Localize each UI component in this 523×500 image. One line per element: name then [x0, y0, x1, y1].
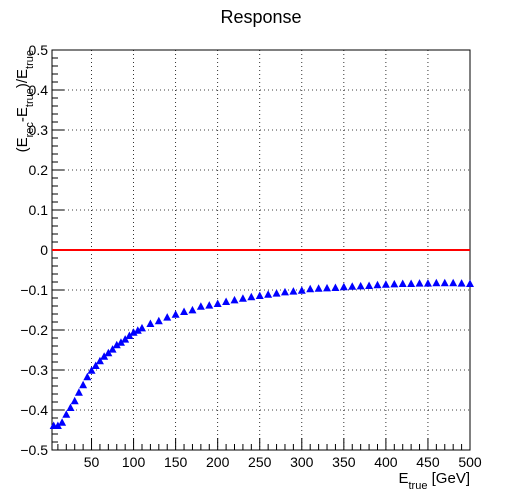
label-text: (E [14, 137, 31, 152]
label-subscript: true [24, 50, 36, 69]
data-point [104, 348, 113, 357]
data-point [356, 281, 365, 290]
data-point [137, 323, 146, 332]
data-point [222, 297, 231, 305]
data-point [373, 280, 382, 289]
data-point [70, 396, 79, 405]
data-point [180, 307, 189, 315]
data-point [339, 282, 348, 291]
data-point [83, 372, 92, 381]
label-subscript: true [24, 88, 36, 107]
data-point [457, 279, 466, 287]
y-tick-label: 0 [40, 242, 48, 258]
data-point [87, 366, 96, 374]
data-point [125, 331, 134, 339]
label-text: -E [14, 107, 31, 122]
data-point [116, 338, 125, 346]
data-point [432, 278, 441, 287]
y-tick-label: 0.2 [29, 162, 49, 178]
data-point [398, 279, 407, 287]
label-text: )/E [14, 69, 31, 88]
data-point [247, 292, 256, 301]
data-point [390, 279, 399, 288]
data-point [58, 418, 67, 426]
data-point [297, 286, 306, 294]
y-tick-label: 0.4 [29, 82, 49, 98]
data-point [188, 305, 197, 314]
x-tick-label: 100 [122, 454, 146, 470]
label-subscript: rec [24, 122, 36, 138]
data-point [196, 302, 205, 310]
data-point [62, 410, 71, 418]
x-tick-labels: 50 100 150 200 250 300 350 400 450 500 [84, 454, 482, 470]
y-tick-label: 0.1 [29, 202, 49, 218]
data-point [272, 289, 281, 297]
y-tick-label: −0.2 [20, 322, 48, 338]
data-point [163, 313, 172, 321]
y-tick-label: −0.1 [20, 282, 48, 298]
data-point [230, 295, 239, 304]
data-point [331, 283, 340, 291]
data-point [66, 403, 75, 411]
data-point [171, 310, 180, 318]
y-tick-label: −0.3 [20, 362, 48, 378]
data-point [365, 281, 374, 289]
data-point [91, 361, 100, 369]
data-point [79, 380, 88, 389]
data-point [154, 316, 163, 325]
data-point [348, 282, 357, 290]
data-point [133, 326, 142, 334]
data-point [108, 345, 117, 353]
x-tick-label: 50 [84, 454, 100, 470]
data-point [255, 291, 264, 299]
x-tick-label: 150 [164, 454, 188, 470]
data-point [449, 278, 458, 287]
data-point [289, 287, 298, 295]
axis-ticks [52, 49, 471, 451]
data-point [238, 294, 247, 302]
x-tick-label: 500 [458, 454, 482, 470]
x-axis-label: Etrue [GeV] [398, 470, 470, 492]
x-tick-label: 350 [332, 454, 356, 470]
data-point [146, 319, 155, 327]
label-text: E [398, 470, 408, 487]
data-point [95, 356, 104, 365]
data-point [280, 287, 289, 296]
data-point [100, 352, 109, 360]
data-point [129, 328, 138, 336]
data-point [466, 279, 474, 287]
data-point [440, 278, 449, 287]
data-point [112, 340, 121, 349]
data-markers [49, 278, 474, 429]
data-point [213, 299, 222, 307]
y-tick-labels: −0.5 −0.4 −0.3 −0.2 −0.1 0 0.1 0.2 0.3 0.4 0.5 [20, 42, 48, 458]
x-tick-label: 200 [206, 454, 230, 470]
y-tick-label: 0.3 [29, 122, 49, 138]
data-point [74, 388, 83, 396]
chart-title: Response [220, 7, 301, 27]
data-point [205, 301, 214, 309]
data-point [381, 280, 390, 288]
data-point [264, 290, 273, 298]
x-tick-label: 250 [248, 454, 272, 470]
label-text: [GeV] [427, 470, 470, 487]
data-point [306, 284, 315, 293]
y-tick-label: 0.5 [29, 42, 49, 58]
y-tick-label: −0.4 [20, 402, 48, 418]
data-point [121, 335, 130, 343]
y-tick-label: −0.5 [20, 442, 48, 458]
x-tick-label: 300 [290, 454, 314, 470]
data-point [314, 284, 323, 292]
data-point [53, 421, 62, 429]
data-point [415, 279, 424, 287]
x-tick-label: 450 [416, 454, 440, 470]
x-tick-label: 400 [374, 454, 398, 470]
label-subscript: true [409, 480, 428, 492]
data-point [423, 279, 432, 287]
y-axis-label: (Erec-Etrue)/Etrue [14, 50, 36, 152]
data-point [407, 279, 416, 287]
data-point [323, 283, 332, 292]
